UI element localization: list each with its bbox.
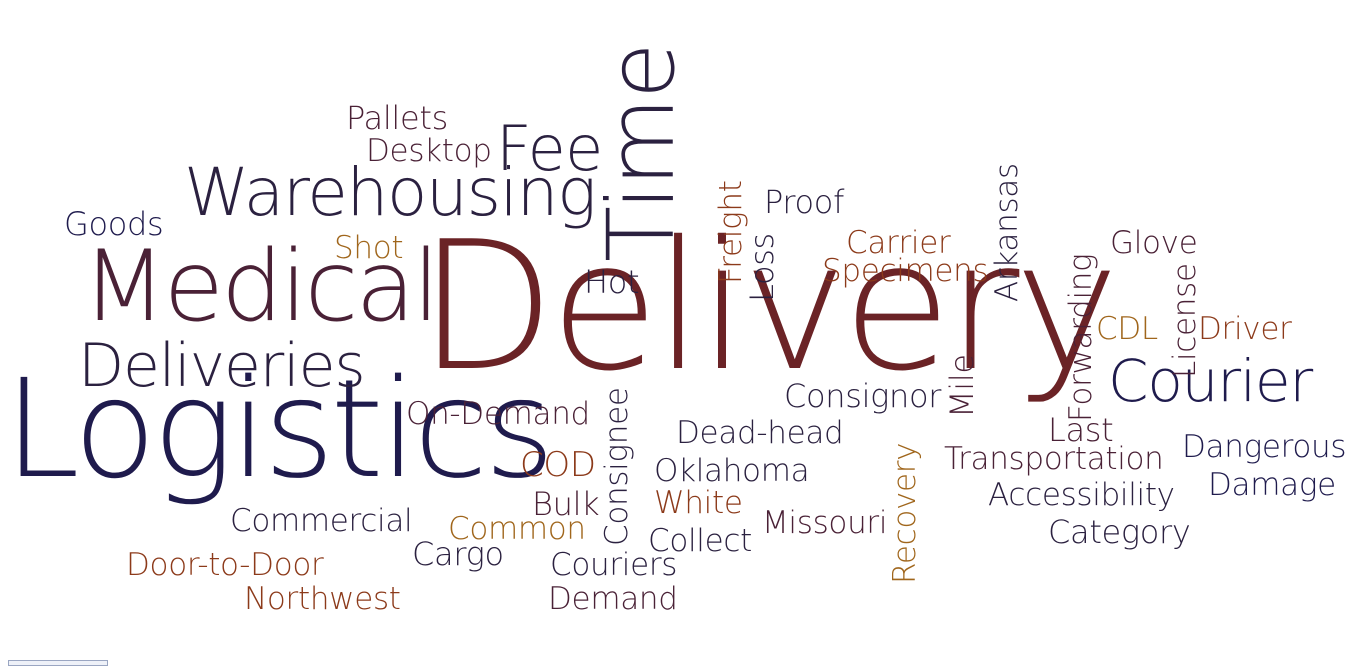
word-couriers: Couriers <box>550 547 678 583</box>
horizontal-scrollbar[interactable] <box>8 660 108 666</box>
word-fee: Fee <box>496 112 603 185</box>
word-deliveries: Deliveries <box>78 331 366 401</box>
word-delivery: Delivery <box>418 203 1119 410</box>
word-door-to-door: Door-to-Door <box>126 547 324 583</box>
word-desktop: Desktop <box>366 133 492 169</box>
word-dangerous: Dangerous <box>1182 429 1347 465</box>
word-carrier: Carrier <box>846 225 951 261</box>
word-specimens: Specimens <box>822 253 989 289</box>
word-medical: Medical <box>82 230 440 344</box>
word-collect: Collect <box>648 523 752 559</box>
word-license: License <box>1167 263 1203 378</box>
word-arkansas: Arkansas <box>989 163 1025 302</box>
word-proof: Proof <box>764 183 845 221</box>
word-white: White <box>654 485 743 521</box>
word-warehousing: Warehousing <box>184 154 597 231</box>
word-courier: Courier <box>1108 347 1313 415</box>
word-northwest: Northwest <box>244 581 401 617</box>
word-hot: Hot <box>584 263 640 301</box>
word-commercial: Commercial <box>230 503 413 539</box>
word-common: Common <box>448 511 586 547</box>
word-logistics: Logistics <box>4 351 555 509</box>
word-on-demand: On-Demand <box>406 396 590 432</box>
word-cargo: Cargo <box>412 535 504 573</box>
word-glove: Glove <box>1110 225 1198 261</box>
word-demand: Demand <box>548 581 678 617</box>
word-goods: Goods <box>64 205 164 243</box>
word-recovery: Recovery <box>887 442 923 584</box>
word-cod: COD <box>520 445 596 485</box>
word-time: Time <box>588 44 695 262</box>
word-damage: Damage <box>1208 467 1336 503</box>
word-loss: Loss <box>743 233 781 302</box>
word-consignor: Consignor <box>784 377 942 415</box>
word-pallets: Pallets <box>346 99 448 137</box>
word-last: Last <box>1048 411 1114 449</box>
word-category: Category <box>1048 513 1191 551</box>
word-oklahoma: Oklahoma <box>654 453 810 489</box>
word-accessibility: Accessibility <box>988 477 1175 513</box>
word-dead-head: Dead-head <box>676 415 844 451</box>
word-driver: Driver <box>1198 311 1292 347</box>
word-consignee: Consignee <box>599 387 635 546</box>
word-shot: Shot <box>334 230 404 266</box>
word-cdl: CDL <box>1096 311 1158 347</box>
word-transportation: Transportation <box>944 441 1164 477</box>
word-bulk: Bulk <box>532 485 600 523</box>
word-mile: Mile <box>943 354 981 418</box>
word-forwarding: Forwarding <box>1063 253 1099 422</box>
word-missouri: Missouri <box>762 505 888 541</box>
